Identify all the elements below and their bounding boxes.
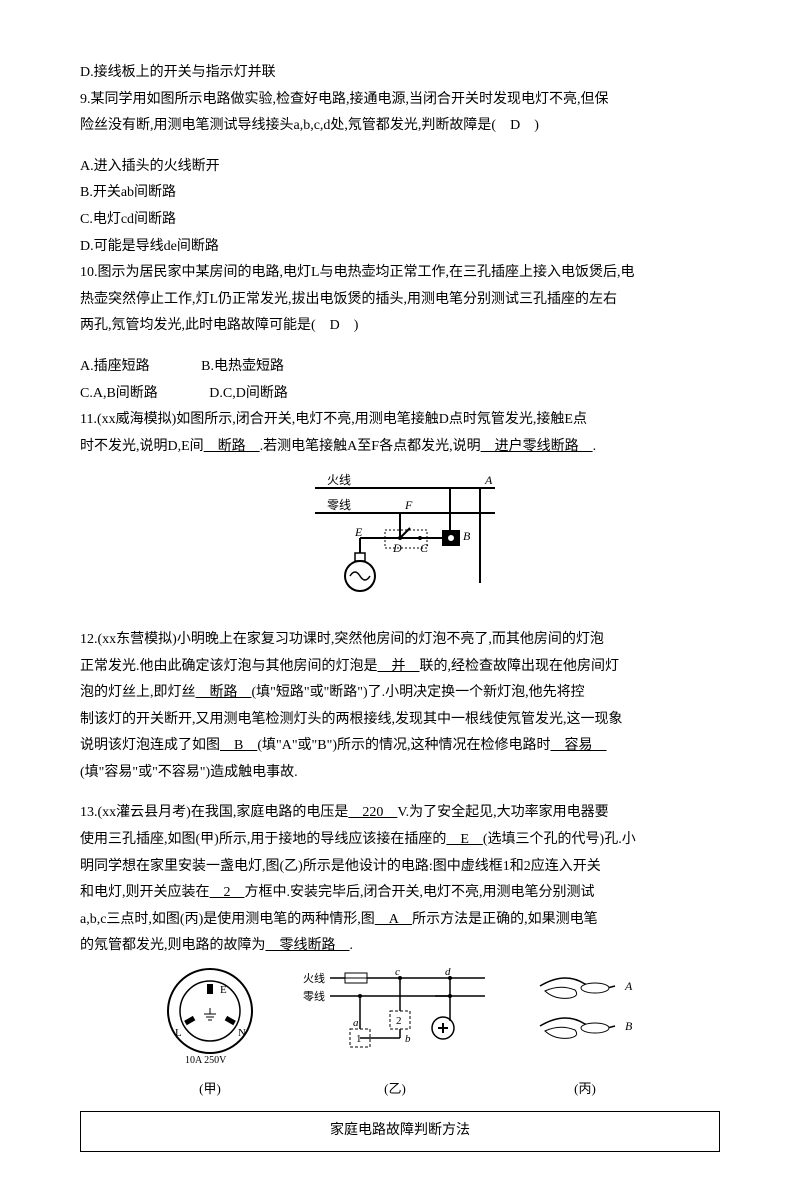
- q13-l6b: .: [350, 938, 354, 953]
- q13-blank-2: E: [446, 832, 483, 847]
- q11-stem-2: 时不发光,说明D,E间 断路 .若测电笔接触A至F各点都发光,说明 进户零线断路…: [80, 434, 720, 461]
- q11-fig-e: E: [354, 525, 363, 539]
- q12-l1: 12.(xx东营模拟)小明晚上在家复习功课时,突然他房间的灯泡不亮了,而其他房间…: [80, 627, 720, 654]
- q13-jia-spec: 10A 250V: [185, 1055, 227, 1066]
- q13-cap-yi: (乙): [295, 1077, 495, 1102]
- q12-l5b: (填"A"或"B")所示的情况,这种情况在检修电路时: [257, 738, 550, 753]
- q11-figure: 火线 A 零线 F E D C B: [80, 468, 720, 609]
- q13-bing-b: B: [625, 1019, 633, 1033]
- q10-stem-3: 两孔,氖管均发光,此时电路故障可能是( D ): [80, 313, 720, 340]
- q10-option-c: C.A,B间断路: [80, 381, 158, 408]
- q13-l1: 13.(xx灌云县月考)在我国,家庭电路的电压是 220 V.为了安全起见,大功…: [80, 800, 720, 827]
- q8-option-d: D.接线板上的开关与指示灯并联: [80, 60, 720, 87]
- q13-yi-two: 2: [396, 1015, 402, 1027]
- q12-l3: 泡的灯丝上,即灯丝 断路 (填"短路"或"断路")了.小明决定换一个新灯泡,他先…: [80, 680, 720, 707]
- q13-fig-yi: 火线 零线 c d 2 1 a b: [295, 966, 495, 1101]
- q13-l2: 使用三孔插座,如图(甲)所示,用于接地的导线应该接在插座的 E (选填三个孔的代…: [80, 827, 720, 854]
- q13-l6a: 的氖管都发光,则电路的故障为: [80, 938, 266, 953]
- q13-l1b: V.为了安全起见,大功率家用电器要: [397, 805, 608, 820]
- q13-yi-huoxian: 火线: [303, 971, 325, 985]
- q10-option-d: D.C,D间断路: [209, 381, 288, 408]
- q12-l2: 正常发光.他由此确定该灯泡与其他房间的灯泡是 并 联的,经检查故障出现在他房间灯: [80, 654, 720, 681]
- q13-l6: 的氖管都发光,则电路的故障为 零线断路 .: [80, 933, 720, 960]
- q12-blank-2: 断路: [196, 685, 252, 700]
- q13-l2b: (选填三个孔的代号)孔.小: [483, 832, 636, 847]
- q9-option-b: B.开关ab间断路: [80, 180, 720, 207]
- q13-yi-a: a: [353, 1017, 359, 1029]
- q12-l2b: 联的,经检查故障出现在他房间灯: [420, 659, 620, 674]
- q9-stem-2: 险丝没有断,用测电笔测试导线接头a,b,c,d处,氖管都发光,判断故障是( D …: [80, 113, 720, 140]
- q10-stem-2: 热壶突然停止工作,灯L仍正常发光,拔出电饭煲的插头,用测电笔分别测试三孔插座的左…: [80, 287, 720, 314]
- q13-cap-bing: (丙): [525, 1077, 645, 1102]
- q11-text-a: 时不发光,说明D,E间: [80, 439, 204, 454]
- q10-options-row2: C.A,B间断路 D.C,D间断路: [80, 381, 720, 408]
- q13-blank-5: 零线断路: [266, 938, 350, 953]
- q13-fig-bing: A B (丙): [525, 966, 645, 1101]
- q13-blank-1: 220: [348, 805, 397, 820]
- q12-l2a: 正常发光.他由此确定该灯泡与其他房间的灯泡是: [80, 659, 378, 674]
- q13-l5a: a,b,c三点时,如图(丙)是使用测电笔的两种情形,图: [80, 912, 375, 927]
- q11-fig-lingxian: 零线: [327, 498, 351, 512]
- q11-fig-b: B: [463, 529, 471, 543]
- q13-yi-lingxian: 零线: [303, 989, 325, 1003]
- q13-l4: 和电灯,则开关应装在 2 方框中.安装完毕后,闭合开关,电灯不亮,用测电笔分别测…: [80, 880, 720, 907]
- q13-blank-3: 2: [210, 885, 245, 900]
- q13-l5: a,b,c三点时,如图(丙)是使用测电笔的两种情形,图 A 所示方法是正确的,如…: [80, 907, 720, 934]
- q11-stem-1: 11.(xx威海模拟)如图所示,闭合开关,电灯不亮,用测电笔接触D点时氖管发光,…: [80, 407, 720, 434]
- q10-option-b: B.电热壶短路: [201, 354, 284, 381]
- q13-figure-row: E L N 10A 250V (甲) 火线 零线 c d: [80, 966, 720, 1101]
- q9-option-d: D.可能是导线de间断路: [80, 234, 720, 261]
- q13-l1a: 13.(xx灌云县月考)在我国,家庭电路的电压是: [80, 805, 348, 820]
- q9-option-c: C.电灯cd间断路: [80, 207, 720, 234]
- q13-l3: 明同学想在家里安装一盏电灯,图(乙)所示是他设计的电路:图中虚线框1和2应连入开…: [80, 854, 720, 881]
- q12-l6: (填"容易"或"不容易")造成触电事故.: [80, 760, 720, 787]
- q10-option-a: A.插座短路: [80, 354, 150, 381]
- q11-fig-huoxian: 火线: [327, 473, 351, 487]
- q12-blank-3: B: [220, 738, 257, 753]
- q9-stem-1: 9.某同学用如图所示电路做实验,检查好电路,接通电源,当闭合开关时发现电灯不亮,…: [80, 87, 720, 114]
- q10-stem-1: 10.图示为居民家中某房间的电路,电灯L与电热壶均正常工作,在三孔插座上接入电饭…: [80, 260, 720, 287]
- q12-blank-4: 容易: [550, 738, 606, 753]
- q11-text-c: .: [593, 439, 597, 454]
- q11-blank-2: 进户零线断路: [481, 439, 593, 454]
- q12-l4: 制该灯的开关断开,又用测电笔检测灯头的两根接线,发现其中一根线使氖管发光,这一现…: [80, 707, 720, 734]
- q12-l3b: (填"短路"或"断路")了.小明决定换一个新灯泡,他先将控: [252, 685, 585, 700]
- q12-blank-1: 并: [378, 659, 420, 674]
- q11-fig-f: F: [404, 498, 413, 512]
- q11-text-b: .若测电笔接触A至F各点都发光,说明: [260, 439, 481, 454]
- q13-jia-n: N: [238, 1027, 246, 1039]
- q13-bing-a: A: [624, 979, 633, 993]
- q13-l5b: 所示方法是正确的,如果测电笔: [412, 912, 598, 927]
- q13-yi-one: 1: [356, 1033, 362, 1045]
- q10-options-row1: A.插座短路 B.电热壶短路: [80, 354, 720, 381]
- q13-l2a: 使用三孔插座,如图(甲)所示,用于接地的导线应该接在插座的: [80, 832, 446, 847]
- q13-l4b: 方框中.安装完毕后,闭合开关,电灯不亮,用测电笔分别测试: [245, 885, 595, 900]
- q9-option-a: A.进入插头的火线断开: [80, 154, 720, 181]
- q13-jia-e: E: [220, 984, 227, 996]
- q13-yi-b: b: [405, 1033, 411, 1045]
- q11-fig-a: A: [484, 473, 493, 487]
- q11-blank-1: 断路: [204, 439, 260, 454]
- q13-l4a: 和电灯,则开关应装在: [80, 885, 210, 900]
- q13-fig-jia: E L N 10A 250V (甲): [155, 966, 265, 1101]
- q13-jia-l: L: [175, 1027, 182, 1039]
- q12-l5: 说明该灯泡连成了如图 B (填"A"或"B")所示的情况,这种情况在检修电路时 …: [80, 733, 720, 760]
- q13-blank-4: A: [375, 912, 412, 927]
- q13-cap-jia: (甲): [155, 1077, 265, 1102]
- q12-l3a: 泡的灯丝上,即灯丝: [80, 685, 196, 700]
- q12-l5a: 说明该灯泡连成了如图: [80, 738, 220, 753]
